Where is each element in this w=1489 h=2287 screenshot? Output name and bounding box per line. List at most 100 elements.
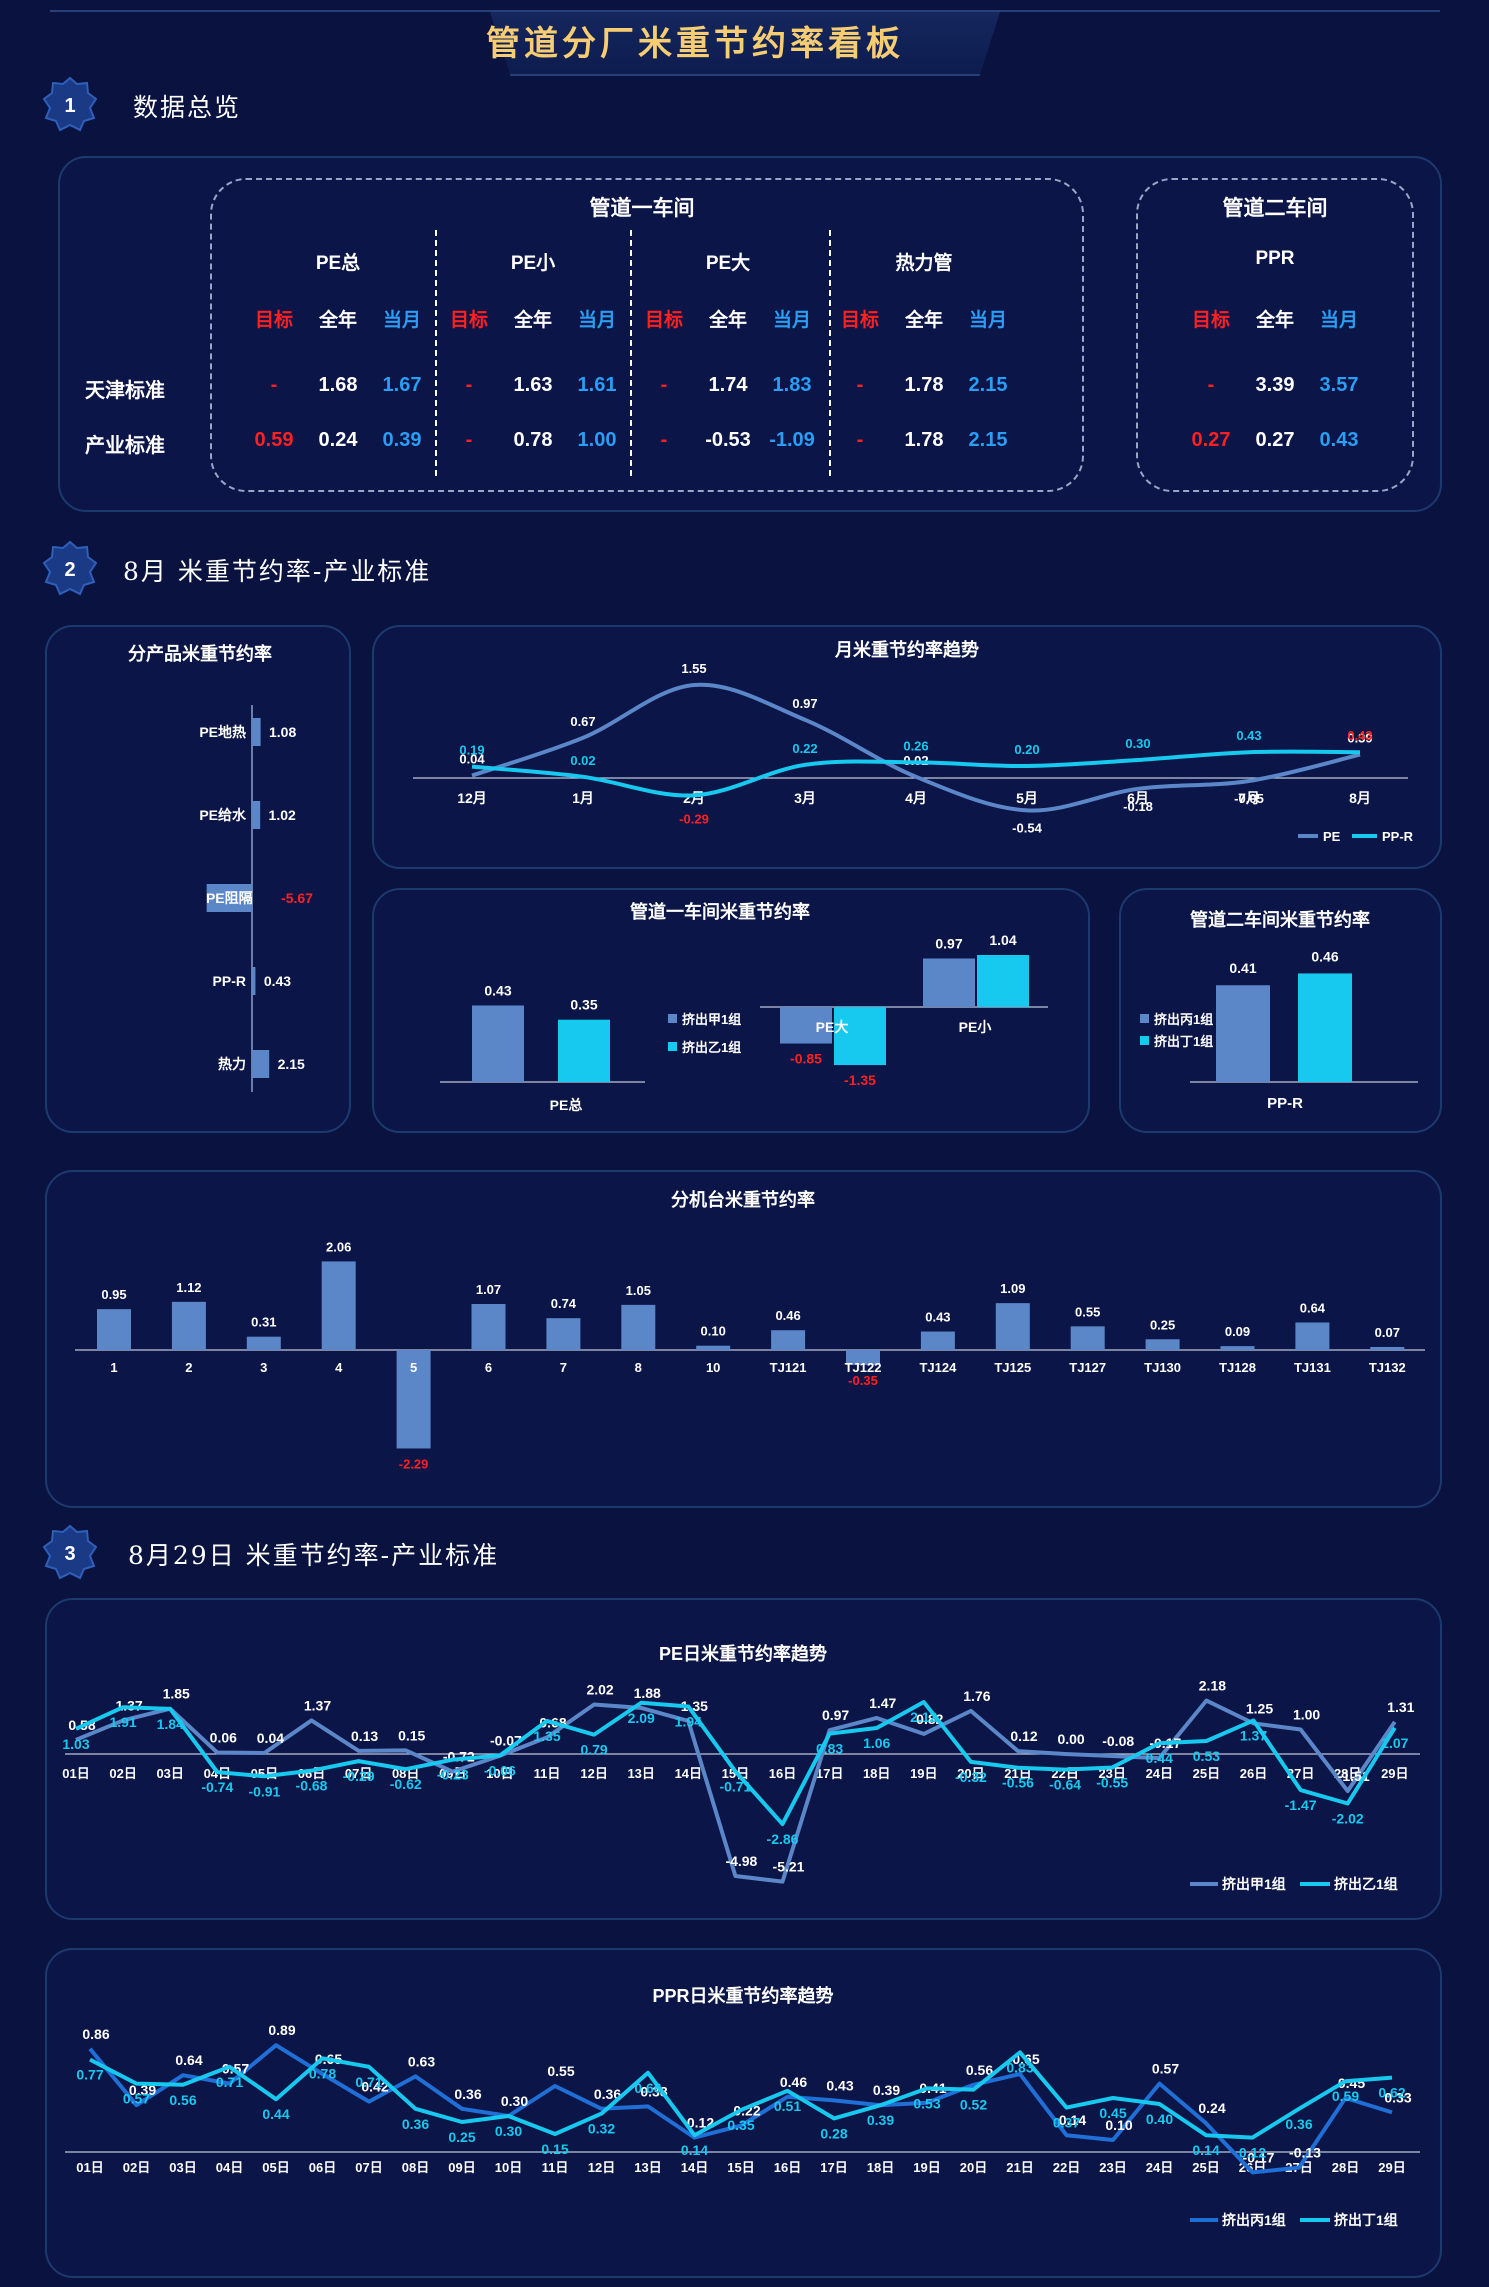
value-label: 0.46 xyxy=(1311,948,1338,964)
series-line xyxy=(88,2043,1393,2175)
x-tick-label: 12日 xyxy=(588,2160,615,2175)
data-label: 0.43 xyxy=(1236,728,1261,743)
data-label: -0.06 xyxy=(484,1762,516,1778)
chart-title: PPR日米重节约率趋势 xyxy=(652,1985,833,2006)
data-label: 0.36 xyxy=(1285,2116,1312,2132)
x-tick-label: 01日 xyxy=(62,1766,89,1781)
data-label: 0.36 xyxy=(594,2086,621,2102)
data-label: 2.02 xyxy=(586,1682,613,1698)
x-tick-label: 05日 xyxy=(262,2160,289,2175)
x-tick-label: 06日 xyxy=(309,2160,336,2175)
overview-cell: - xyxy=(856,429,864,451)
overview-cell: 1.61 xyxy=(577,374,617,396)
x-tick-label: 03日 xyxy=(169,2160,196,2175)
x-tick-label: 4月 xyxy=(905,790,927,806)
product-header-3: 热力管 xyxy=(895,253,953,274)
x-tick-label: TJ125 xyxy=(994,1360,1031,1375)
overview-cell: - xyxy=(660,374,668,396)
data-label: 0.78 xyxy=(309,2065,336,2081)
legend-swatch xyxy=(668,1014,677,1023)
row-label-0: 天津标准 xyxy=(85,380,165,402)
data-label: 0.10 xyxy=(1105,2117,1132,2133)
data-label: 1.85 xyxy=(163,1686,190,1702)
data-label: 0.53 xyxy=(913,2095,940,2111)
value-label: 0.09 xyxy=(1225,1324,1250,1339)
bar xyxy=(472,1005,524,1082)
x-tick-label: 25日 xyxy=(1192,2160,1219,2175)
data-label: 0.77 xyxy=(76,2067,103,2083)
bar xyxy=(1370,1346,1405,1350)
data-label: 2.18 xyxy=(1199,1678,1226,1694)
bar xyxy=(621,1304,656,1350)
value-label: 1.09 xyxy=(1000,1281,1025,1296)
data-label: -0.05 xyxy=(1234,791,1264,806)
overview-cell: 1.00 xyxy=(577,429,617,451)
value-label: -0.35 xyxy=(848,1373,878,1388)
data-label: 0.83 xyxy=(1006,2059,1033,2075)
data-label: -4.98 xyxy=(725,1853,757,1869)
overview-cell: 1.68 xyxy=(318,374,358,396)
legend-label: 挤出丙1组 xyxy=(1154,1012,1213,1027)
bar xyxy=(321,1261,356,1350)
x-tick-label: 8 xyxy=(635,1360,642,1375)
x-tick-label: TJ124 xyxy=(919,1360,957,1375)
row-label-1: 产业标准 xyxy=(85,435,165,457)
x-tick-label: 16日 xyxy=(769,1766,796,1781)
x-tick-label: 10 xyxy=(706,1360,720,1375)
x-tick-label: 03日 xyxy=(156,1766,183,1781)
data-label: 0.63 xyxy=(408,2053,435,2069)
svg-text:3: 3 xyxy=(64,1543,75,1565)
overview-cell: 2.15 xyxy=(968,374,1008,396)
bar xyxy=(171,1301,206,1350)
data-label: 0.57 xyxy=(222,2061,249,2077)
data-label: 0.45 xyxy=(1099,2105,1126,2121)
x-tick-label: 26日 xyxy=(1240,1766,1267,1781)
x-tick-label: 08日 xyxy=(402,2160,429,2175)
value-label: 0.35 xyxy=(570,997,597,1013)
legend-label: PE xyxy=(1323,829,1341,844)
data-label: -0.91 xyxy=(248,1783,280,1799)
x-tick-label: 17日 xyxy=(816,1766,843,1781)
overview-cell: - xyxy=(856,374,864,396)
legend-swatch xyxy=(1140,1036,1149,1045)
data-label: 0.66 xyxy=(634,2080,661,2096)
data-label: 0.30 xyxy=(1125,736,1150,751)
bar xyxy=(977,955,1029,1007)
x-tick-label: 2 xyxy=(185,1360,192,1375)
data-label: 0.64 xyxy=(175,2052,202,2068)
bar xyxy=(546,1318,581,1350)
data-label: 0.71 xyxy=(216,2074,243,2090)
bar xyxy=(252,1050,270,1078)
bar xyxy=(920,1331,955,1350)
data-label: -0.13 xyxy=(1289,2145,1321,2161)
value-label: 1.04 xyxy=(989,932,1016,948)
bar xyxy=(396,1350,431,1449)
svg-text:2: 2 xyxy=(64,559,75,581)
bar xyxy=(252,967,256,995)
x-tick-label: 4 xyxy=(335,1360,343,1375)
x-tick-label: 22日 xyxy=(1053,2160,1080,2175)
value-label: 0.43 xyxy=(264,973,291,989)
x-tick-label: 18日 xyxy=(863,1766,890,1781)
section-badge-3: 3 xyxy=(42,1524,98,1580)
bar xyxy=(1145,1339,1180,1350)
x-tick-label: 24日 xyxy=(1146,2160,1173,2175)
value-label: 0.46 xyxy=(775,1308,800,1323)
data-label: 0.12 xyxy=(1010,1728,1037,1744)
legend-label: 挤出乙1组 xyxy=(682,1040,741,1055)
data-label: -0.54 xyxy=(1012,820,1042,835)
data-label: 0.79 xyxy=(580,1742,607,1758)
chart-title: 管道一车间米重节约率 xyxy=(630,901,810,922)
chart-title: 月米重节约率趋势 xyxy=(834,639,979,660)
value-label: 0.31 xyxy=(251,1315,276,1330)
data-label: 1.31 xyxy=(1387,1699,1414,1715)
data-label: 1.25 xyxy=(1246,1700,1273,1716)
x-tick-label: 20日 xyxy=(960,2160,987,2175)
x-tick-label: 29日 xyxy=(1381,1766,1408,1781)
col-label-year: 全年 xyxy=(318,310,358,331)
data-label: -2.02 xyxy=(1332,1810,1364,1826)
col-label-year: 全年 xyxy=(513,310,553,331)
bar xyxy=(246,1336,281,1350)
col-label-month: 当月 xyxy=(577,310,617,331)
overview-cell: - xyxy=(465,429,473,451)
